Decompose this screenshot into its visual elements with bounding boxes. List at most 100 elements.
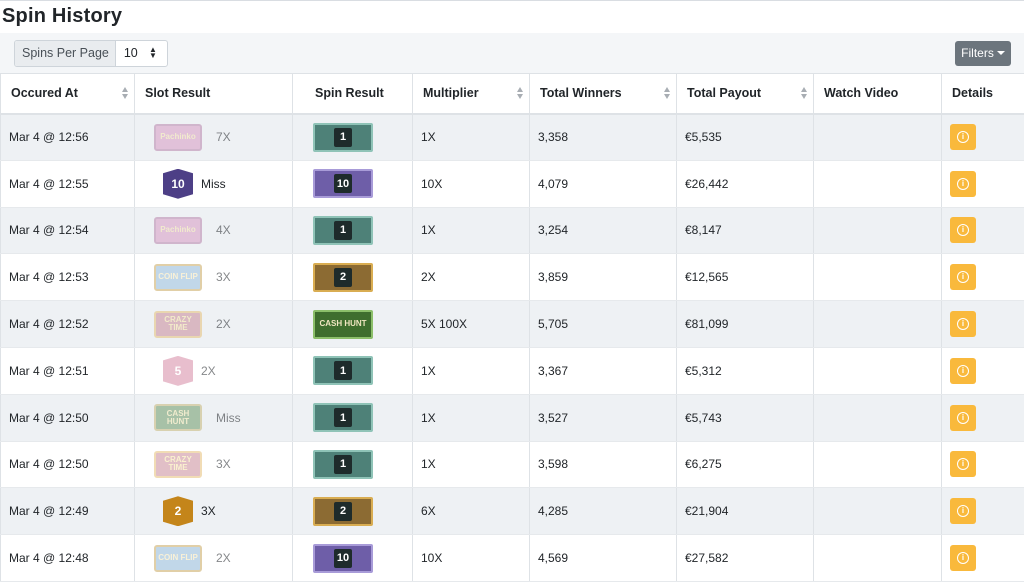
cell-multiplier: 6X <box>412 487 530 536</box>
cell-total-winners: 4,079 <box>529 160 677 208</box>
info-circle-icon: i <box>957 458 969 471</box>
sort-arrows-icon <box>122 87 128 99</box>
slot-result: CRAZY TIME 3X <box>143 450 284 478</box>
cell-details: i <box>941 487 1024 536</box>
cell-multiplier: 10X <box>412 534 530 582</box>
cell-multiplier: 1X <box>412 441 530 489</box>
cell-details: i <box>941 300 1024 348</box>
filters-button[interactable]: Filters <box>955 41 1011 66</box>
cell-watch-video <box>813 207 942 255</box>
header-details: Details <box>941 73 1024 115</box>
spin-result-image: 10 <box>313 543 373 573</box>
cell-slot-result: CASH HUNT Miss <box>134 394 293 442</box>
slot-result: CRAZY TIME 2X <box>143 310 284 338</box>
spin-result-image: 2 <box>313 262 373 292</box>
info-circle-icon: i <box>957 271 969 284</box>
cell-occured-at: Mar 4 @ 12:53 <box>0 253 135 302</box>
cell-multiplier: 2X <box>412 253 530 302</box>
cell-watch-video <box>813 347 942 395</box>
header-total-winners[interactable]: Total Winners <box>529 73 677 115</box>
spin-result-image: 2 <box>313 496 373 526</box>
cell-multiplier: 1X <box>412 394 530 442</box>
cell-details: i <box>941 441 1024 489</box>
slot-result-image: Pachinko <box>154 216 202 244</box>
spins-per-page-value: 10 <box>123 46 138 60</box>
table-row: Mar 4 @ 12:52 CRAZY TIME 2X CASH HUNT 5X… <box>0 300 1024 348</box>
cell-slot-result: CRAZY TIME 3X <box>134 441 293 489</box>
slot-result-badge: 2 <box>163 496 193 527</box>
info-circle-icon: i <box>957 224 969 237</box>
spin-result-image: 1 <box>313 449 373 479</box>
cell-occured-at: Mar 4 @ 12:49 <box>0 487 135 536</box>
cell-multiplier: 10X <box>412 160 530 208</box>
details-button[interactable]: i <box>950 498 976 525</box>
cell-watch-video <box>813 300 942 348</box>
cell-details: i <box>941 394 1024 442</box>
table-row: Mar 4 @ 12:56 Pachinko 7X 1 1X 3,358 €5,… <box>0 113 1024 161</box>
header-occured-at[interactable]: Occured At <box>0 73 135 115</box>
cell-watch-video <box>813 160 942 208</box>
details-button[interactable]: i <box>950 170 976 197</box>
header-multiplier[interactable]: Multiplier <box>412 73 530 115</box>
slot-result: Pachinko 7X <box>143 123 284 151</box>
cell-occured-at: Mar 4 @ 12:54 <box>0 207 135 255</box>
cell-watch-video <box>813 487 942 536</box>
cell-occured-at: Mar 4 @ 12:51 <box>0 347 135 395</box>
cell-total-payout: €26,442 <box>676 160 814 208</box>
spin-result-image: 10 <box>313 169 373 199</box>
toolbar: Spins Per Page 10 ▲ ▼ <box>0 33 1024 73</box>
cell-spin-result: CASH HUNT <box>292 300 413 348</box>
cell-spin-result: 1 <box>292 394 413 442</box>
slot-result-image: COIN FLIP <box>154 544 202 572</box>
details-button[interactable]: i <box>950 545 976 572</box>
slot-result-text: Miss <box>201 176 226 191</box>
cell-total-payout: €27,582 <box>676 534 814 582</box>
header-total-payout[interactable]: Total Payout <box>676 73 814 115</box>
slot-result-text: 7X <box>216 130 231 145</box>
details-button[interactable]: i <box>950 357 976 384</box>
table-row: Mar 4 @ 12:54 Pachinko 4X 1 1X 3,254 €8,… <box>0 207 1024 255</box>
table-row: Mar 4 @ 12:48 COIN FLIP 2X 10 10X 4,569 … <box>0 534 1024 582</box>
slot-result-image: Pachinko <box>154 123 202 151</box>
slot-result-badge: 10 <box>163 168 193 199</box>
slot-result: Pachinko 4X <box>143 216 284 244</box>
cell-occured-at: Mar 4 @ 12:50 <box>0 394 135 442</box>
info-circle-icon: i <box>957 364 969 377</box>
cell-multiplier: 1X <box>412 347 530 395</box>
cell-slot-result: COIN FLIP 3X <box>134 253 293 302</box>
details-button[interactable]: i <box>950 311 976 338</box>
cell-occured-at: Mar 4 @ 12:52 <box>0 300 135 348</box>
cell-total-payout: €6,275 <box>676 441 814 489</box>
cell-total-payout: €81,099 <box>676 300 814 348</box>
cell-slot-result: CRAZY TIME 2X <box>134 300 293 348</box>
details-button[interactable]: i <box>950 124 976 151</box>
slot-result-text: 2X <box>216 551 231 566</box>
cell-total-winners: 3,598 <box>529 441 677 489</box>
cell-spin-result: 2 <box>292 487 413 536</box>
sort-arrows-icon <box>801 87 807 99</box>
details-button[interactable]: i <box>950 404 976 431</box>
cell-details: i <box>941 534 1024 582</box>
cell-spin-result: 1 <box>292 113 413 161</box>
slot-result: 2 3X <box>143 496 284 527</box>
slot-result-text: 4X <box>216 223 231 238</box>
cell-total-winners: 3,367 <box>529 347 677 395</box>
slot-result: COIN FLIP 2X <box>143 544 284 572</box>
info-circle-icon: i <box>957 505 969 518</box>
slot-result-badge: 5 <box>163 355 193 386</box>
cell-occured-at: Mar 4 @ 12:50 <box>0 441 135 489</box>
table-row: Mar 4 @ 12:51 5 2X 1 1X 3,367 €5,312 i <box>0 347 1024 395</box>
details-button[interactable]: i <box>950 217 976 244</box>
cell-occured-at: Mar 4 @ 12:56 <box>0 113 135 161</box>
filters-label: Filters <box>961 46 994 60</box>
info-circle-icon: i <box>957 177 969 190</box>
details-button[interactable]: i <box>950 451 976 478</box>
slot-result-text: 2X <box>216 317 231 332</box>
spins-per-page-select[interactable]: 10 ▲ ▼ <box>116 41 167 66</box>
details-button[interactable]: i <box>950 264 976 291</box>
cell-spin-result: 2 <box>292 253 413 302</box>
sort-arrows-icon <box>664 87 670 99</box>
slot-result-image: CRAZY TIME <box>154 450 202 478</box>
spins-per-page-group: Spins Per Page 10 ▲ ▼ <box>14 40 168 67</box>
cell-watch-video <box>813 534 942 582</box>
